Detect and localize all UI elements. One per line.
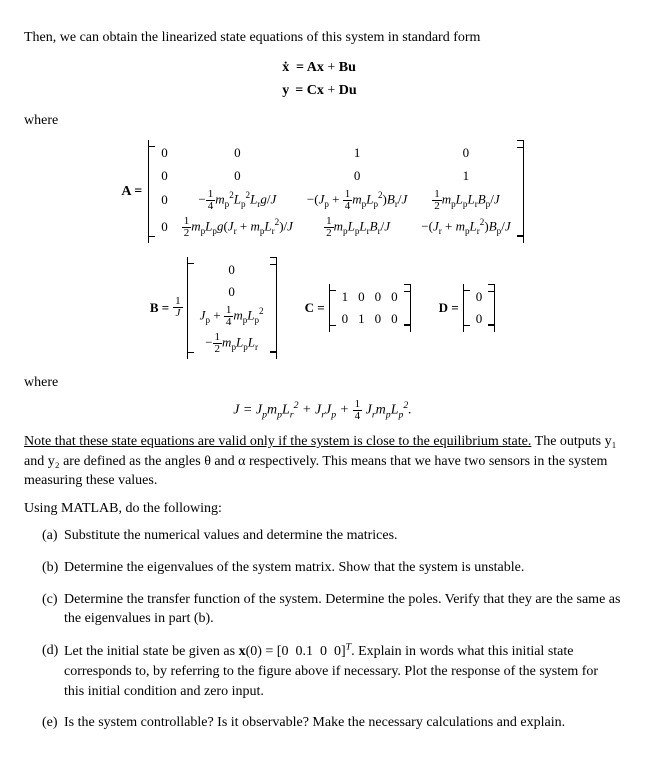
task-d: (d)Let the initial state be given as x(0… <box>42 641 621 701</box>
matrix-d: 00 <box>463 284 496 332</box>
matrix-b: 0 0 Jp + 14mpLp2 −12mpLpLr <box>187 257 277 359</box>
xdot-symbol: ẋ <box>282 58 289 78</box>
intro-paragraph: Then, we can obtain the linearized state… <box>24 28 621 48</box>
matrix-a-label: A = <box>121 182 142 202</box>
task-b: (b)Determine the eigenvalues of the syst… <box>42 558 621 578</box>
where-label-1: where <box>24 111 621 131</box>
matlab-intro: Using MATLAB, do the following: <box>24 499 621 519</box>
eq2-rhs: = Cx + Du <box>295 81 356 101</box>
matrices-bcd-row: B = 1J 0 0 Jp + 14mpLp2 −12mpLpLr C = 10… <box>24 257 621 359</box>
matrix-a: 0010 0001 0 −14mp2Lp2Lrg/J −(Jp + 14mpLp… <box>148 140 523 242</box>
eq1-rhs: = Ax + Bu <box>295 58 356 78</box>
task-e: (e)Is the system controllable? Is it obs… <box>42 713 621 733</box>
where-label-2: where <box>24 373 621 393</box>
matrix-a-block: A = 0010 0001 0 −14mp2Lp2Lrg/J −(Jp + 14… <box>24 140 621 242</box>
note-underlined: Note that these state equations are vali… <box>24 434 531 449</box>
task-a: (a)Substitute the numerical values and d… <box>42 526 621 546</box>
task-c: (c)Determine the transfer function of th… <box>42 590 621 629</box>
matrix-c-label: C = <box>305 299 325 317</box>
task-list: (a)Substitute the numerical values and d… <box>24 526 621 732</box>
matrix-c: 1000 0100 <box>329 284 411 332</box>
state-equations: ẋ = Ax + Bu y = Cx + Du <box>24 58 621 101</box>
matrix-b-label: B = <box>150 299 169 317</box>
matrix-d-label: D = <box>439 299 459 317</box>
j-definition: J = JpmpLr2 + JrJp + 14 JrmpLp2. <box>24 399 621 422</box>
y-symbol: y <box>282 81 289 101</box>
validity-note: Note that these state equations are vali… <box>24 432 621 491</box>
b-prefix-frac: 1J <box>173 296 183 319</box>
